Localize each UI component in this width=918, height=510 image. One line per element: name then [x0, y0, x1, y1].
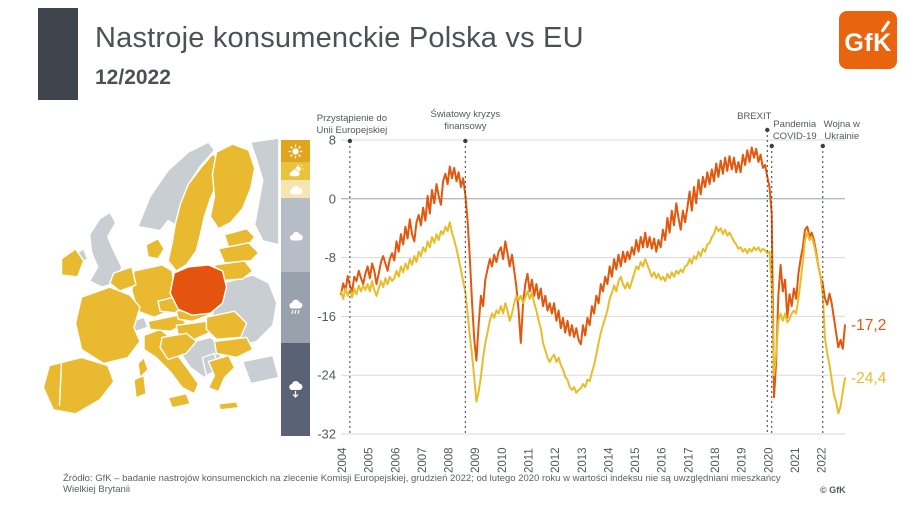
gfk-logo: GfK	[839, 11, 897, 69]
series-lines	[340, 146, 846, 415]
map-country-greece	[207, 354, 236, 393]
svg-text:2017: 2017	[683, 447, 695, 473]
cloud-icon	[288, 229, 304, 242]
map-country-bulgaria	[213, 336, 254, 359]
svg-text:2006: 2006	[390, 447, 402, 473]
svg-text:2019: 2019	[737, 447, 749, 473]
svg-text:2004: 2004	[337, 447, 349, 473]
map-region-slovenia-croatia	[159, 332, 198, 361]
svg-text:2011: 2011	[524, 448, 536, 473]
svg-text:2012: 2012	[550, 447, 562, 473]
svg-text:2020: 2020	[763, 447, 775, 473]
svg-text:2014: 2014	[603, 447, 615, 473]
svg-text:2021: 2021	[790, 447, 802, 473]
rain-cloud-icon	[287, 299, 304, 316]
cloud-icon	[288, 183, 304, 196]
svg-text:2007: 2007	[417, 447, 429, 473]
svg-text:2008: 2008	[444, 447, 456, 473]
svg-text:-24: -24	[317, 368, 336, 383]
gfk-logo-text: GfK	[844, 28, 892, 57]
weather-scale-strip	[281, 140, 310, 436]
europe-map	[42, 137, 280, 415]
weather-seg-overcast-light	[281, 180, 310, 198]
weather-seg-rainy	[281, 272, 310, 343]
page-subtitle: 12/2022	[95, 66, 171, 89]
svg-text:2009: 2009	[470, 447, 482, 473]
map-country-romania	[205, 310, 248, 341]
sun-icon	[288, 144, 303, 159]
svg-text:Przystąpienie do: Przystąpienie do	[317, 113, 387, 124]
map-country-uk	[88, 211, 123, 288]
svg-text:2013: 2013	[577, 447, 589, 473]
svg-text:2015: 2015	[630, 447, 642, 473]
svg-text:2005: 2005	[364, 447, 376, 473]
gridlines	[341, 139, 845, 435]
map-country-denmark	[145, 238, 165, 260]
end-label-eu: -24,4	[851, 370, 887, 387]
weather-seg-stormy	[281, 343, 310, 436]
svg-text:2018: 2018	[710, 447, 722, 473]
map-region-benelux	[109, 266, 137, 292]
svg-text:Unii Europejskiej: Unii Europejskiej	[316, 125, 387, 136]
svg-text:0: 0	[329, 191, 336, 206]
weather-seg-sunny	[281, 140, 310, 162]
map-island-crete	[217, 401, 240, 411]
map-country-sweden	[167, 153, 226, 272]
map-country-poland	[169, 264, 228, 316]
page-title: Nastroje konsumenckie Polska vs EU	[95, 22, 584, 54]
weather-seg-cloudy	[281, 198, 310, 272]
svg-text:2016: 2016	[657, 447, 669, 473]
map-country-france	[74, 286, 141, 365]
map-island-sardinia	[133, 374, 147, 399]
map-country-turkey	[241, 354, 280, 385]
series-line-eu	[340, 221, 846, 415]
map-region-iberia	[42, 356, 115, 415]
map-country-estonia	[223, 227, 256, 248]
svg-text:-8: -8	[324, 250, 336, 265]
map-country-finland	[209, 143, 256, 230]
map-country-latvia	[217, 242, 260, 264]
end-label-polska: -17,2	[851, 317, 886, 334]
map-country-ireland	[60, 248, 85, 278]
svg-text:finansowy: finansowy	[444, 121, 486, 132]
svg-text:2022: 2022	[817, 447, 829, 473]
snow-cloud-icon	[287, 380, 304, 399]
svg-text:2010: 2010	[497, 447, 509, 473]
svg-text:Wojna w: Wojna w	[824, 119, 860, 130]
accent-bar	[38, 8, 78, 100]
weather-seg-partly-sunny	[281, 162, 310, 180]
copyright: © GfK	[820, 485, 846, 495]
svg-text:-32: -32	[317, 427, 336, 442]
map-country-russia	[249, 137, 280, 246]
series-end-labels: -17,2 -24,4	[851, 317, 887, 387]
source-note: Źródło: GfK – badanie nastrojów konsumen…	[63, 473, 781, 495]
map-island-sicily	[167, 393, 192, 409]
svg-text:-16: -16	[317, 309, 336, 324]
map-border-portugal	[58, 363, 63, 406]
svg-text:Pandemia: Pandemia	[773, 119, 816, 130]
svg-text:Światowy kryzys: Światowy kryzys	[430, 108, 500, 120]
svg-text:Ukrainie: Ukrainie	[824, 131, 859, 142]
map-island-corsica	[137, 356, 149, 379]
series-line-polska	[340, 146, 846, 399]
svg-text:COVID-19: COVID-19	[773, 131, 817, 142]
sun-cloud-icon	[287, 163, 304, 179]
svg-text:BREXIT: BREXIT	[737, 111, 772, 122]
svg-text:8: 8	[329, 133, 336, 148]
